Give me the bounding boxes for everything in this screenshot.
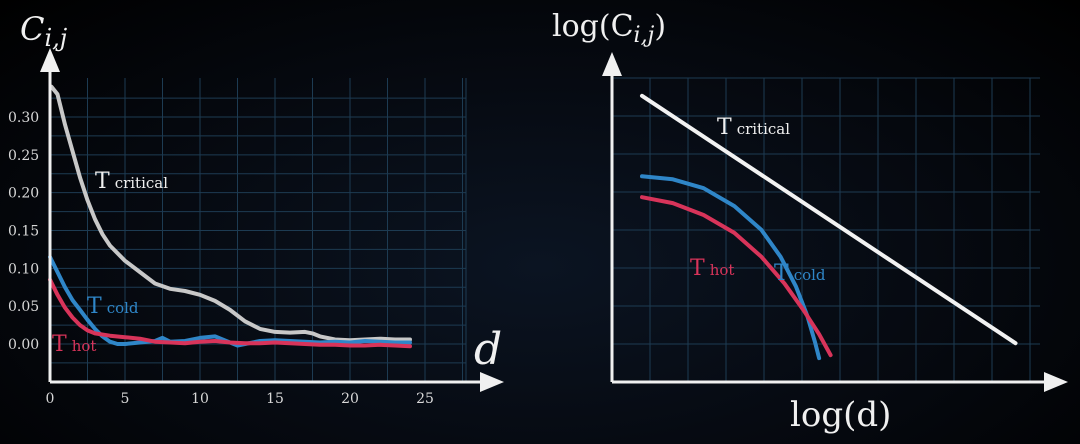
left-x-arrowhead <box>480 372 504 392</box>
right-series-line-t-critical <box>640 93 1018 346</box>
left-y-tick-label: 0.05 <box>8 299 39 315</box>
label-t-hot-sub: hot <box>72 337 97 355</box>
label-t-critical-sub: critical <box>115 174 169 192</box>
right-y-label-close: ) <box>654 9 666 44</box>
left-y-tick-label: 0.25 <box>8 148 39 164</box>
left-x-tick-label: 25 <box>416 391 434 407</box>
right-label-t-cold-main: T <box>774 261 789 286</box>
left-series-line-t-critical <box>49 84 412 343</box>
right-y-label-main: log(C <box>552 9 634 44</box>
left-x-axis-label: d <box>474 324 502 375</box>
right-y-axis-label: log(Ci,j) <box>552 9 666 48</box>
left-chart: 0 5 10 15 20 25 0.00 0.05 0.10 0.15 0.20 0.25 0.30 C… <box>8 10 504 407</box>
right-label-t-critical-sub: critical <box>737 120 791 138</box>
left-series-line-t-cold <box>48 255 412 348</box>
right-label-t-critical-main: T <box>717 115 732 140</box>
label-t-critical-main: T <box>95 169 110 194</box>
left-y-arrowhead <box>40 48 60 72</box>
label-t-cold-main: T <box>87 294 102 319</box>
label-t-cold-sub: cold <box>107 299 139 317</box>
left-x-tick-label: 5 <box>121 391 130 407</box>
right-y-label-sub: i,j <box>634 23 655 48</box>
left-y-tick-label: 0.00 <box>8 337 39 353</box>
right-label-t-cold-sub: cold <box>794 266 826 284</box>
right-label-t-hot-sub: hot <box>710 261 735 279</box>
right-x-axis-label: log(d) <box>790 395 891 435</box>
right-grid <box>612 77 1040 382</box>
left-y-tick-label: 0.15 <box>8 224 39 240</box>
right-y-arrowhead <box>602 52 622 76</box>
left-series-line-t-hot <box>48 277 412 349</box>
left-y-tick-label: 0.20 <box>8 186 39 202</box>
right-label-t-hot-main: T <box>690 256 705 281</box>
left-y-tick-label: 0.10 <box>8 261 39 277</box>
left-x-tick-label: 10 <box>191 391 209 407</box>
left-x-tick-label: 20 <box>341 391 359 407</box>
label-t-hot-main: T <box>52 332 67 357</box>
left-y-axis-label: Ci,j <box>20 10 68 52</box>
right-series <box>640 93 1018 361</box>
left-series <box>48 84 412 349</box>
left-x-tick-label: 15 <box>266 391 284 407</box>
left-y-label-sub: i,j <box>44 24 67 52</box>
left-x-tick-label: 0 <box>46 391 55 407</box>
left-y-tick-label: 0.30 <box>8 110 39 126</box>
left-y-label-main: C <box>20 10 44 48</box>
left-ticks: 0 5 10 15 20 25 0.00 0.05 0.10 0.15 0.20 0.25 0.30 <box>8 110 434 407</box>
right-series-line-t-cold <box>640 174 822 361</box>
right-x-arrowhead <box>1044 372 1068 392</box>
right-series-line-t-hot <box>640 195 833 358</box>
